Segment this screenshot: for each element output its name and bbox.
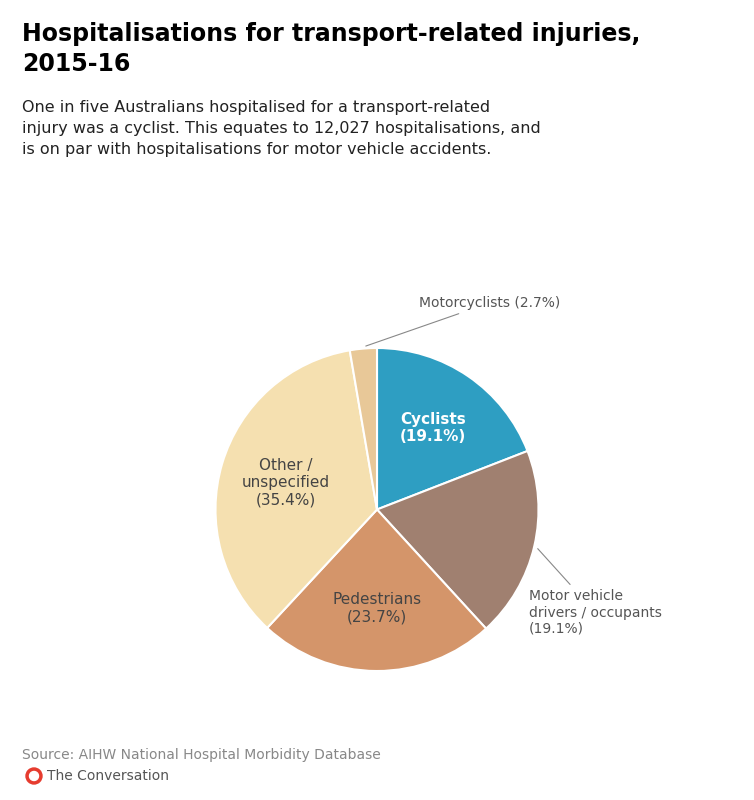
Circle shape [26,768,42,784]
Text: Motor vehicle
drivers / occupants
(19.1%): Motor vehicle drivers / occupants (19.1%… [529,549,662,636]
Text: One in five Australians hospitalised for a transport-related
injury was a cyclis: One in five Australians hospitalised for… [22,100,541,157]
Wedge shape [267,510,486,671]
Wedge shape [377,348,528,510]
Wedge shape [350,348,377,510]
Wedge shape [377,451,538,629]
Wedge shape [216,350,377,628]
Text: Pedestrians
(23.7%): Pedestrians (23.7%) [332,592,421,625]
Circle shape [29,771,38,781]
Text: Cyclists
(19.1%): Cyclists (19.1%) [400,412,466,444]
Text: Source: AIHW National Hospital Morbidity Database: Source: AIHW National Hospital Morbidity… [22,748,381,762]
Text: The Conversation: The Conversation [47,769,169,783]
Text: Motorcyclists (2.7%): Motorcyclists (2.7%) [366,296,560,346]
Text: Other /
unspecified
(35.4%): Other / unspecified (35.4%) [242,458,330,507]
Text: Hospitalisations for transport-related injuries,
2015-16: Hospitalisations for transport-related i… [22,22,640,76]
